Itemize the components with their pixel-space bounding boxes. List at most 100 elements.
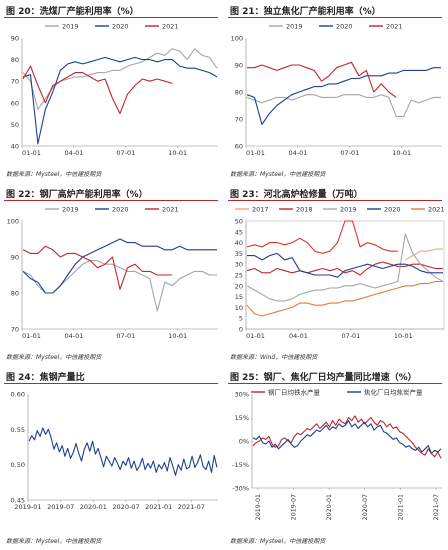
title-underline bbox=[228, 17, 442, 18]
chart-title: 图 21：独立焦化厂产能利用率（%） bbox=[230, 7, 381, 17]
series-line-2021 bbox=[247, 61, 397, 98]
x-tick-label: 2021-07 bbox=[178, 503, 205, 511]
title-underline bbox=[228, 383, 442, 384]
y-tick-label: 0.55 bbox=[11, 426, 25, 434]
y-tick-label: 30 bbox=[235, 261, 243, 269]
x-tick-label: 10-01 bbox=[168, 149, 187, 157]
legend-item: 2018 bbox=[279, 206, 313, 214]
legend-item: 2019 bbox=[323, 206, 357, 214]
legend-item: 2019 bbox=[269, 23, 303, 31]
y-tick-label: 90 bbox=[235, 62, 243, 70]
y-tick-label: 15 bbox=[235, 293, 243, 301]
legend-item: 2020 bbox=[367, 206, 401, 214]
chart-title: 图 22：钢厂高炉产能利用率（%） bbox=[6, 190, 148, 200]
series-line-2020 bbox=[247, 252, 443, 278]
x-tick-label: 2020-07 bbox=[362, 494, 369, 520]
legend-item: 2021 bbox=[145, 23, 179, 31]
y-tick-label: 100 bbox=[7, 218, 19, 226]
chart-panel-4: 图 23：河北高炉检修量（万吨） 数据来源：Wind，中信建投期货 0 5 10 15 20… bbox=[224, 183, 448, 366]
series-line-2021 bbox=[22, 245, 173, 290]
series-line-2017 bbox=[405, 248, 443, 261]
chart-svg: 70 80 90 100 01-01 04-01 07-01 10-01 2019 2020 202… bbox=[7, 206, 218, 340]
title-underline bbox=[228, 200, 442, 201]
x-tick-label: 2020-01 bbox=[326, 494, 333, 520]
x-tick-label: 01-01 bbox=[246, 332, 265, 340]
x-tick-label: 2019-01 bbox=[255, 494, 262, 520]
legend-item: 2021 bbox=[145, 206, 179, 214]
title-underline bbox=[4, 17, 218, 18]
x-tick-label: 2019-07 bbox=[291, 494, 298, 520]
x-tick-label: 07-01 bbox=[340, 149, 359, 157]
chart-svg: 40 50 60 70 80 90 01-01 04-01 07-01 10-01 2019 2020… bbox=[11, 23, 218, 157]
x-tick-label: 2019-01 bbox=[14, 503, 41, 511]
y-tick-label: 90 bbox=[11, 35, 19, 43]
legend-label: 2020 bbox=[336, 23, 353, 31]
legend-item: 焦化厂日均焦炭产量 bbox=[347, 388, 423, 397]
series-line-2018 bbox=[246, 261, 443, 276]
chart-svg: 60 70 80 90 100 01-01 04-01 07-01 10-01 2019 2020 2… bbox=[231, 23, 442, 157]
x-tick-label: 04-01 bbox=[64, 149, 83, 157]
legend-label: 2021 bbox=[162, 23, 179, 31]
y-tick-label: 60 bbox=[235, 143, 243, 151]
series-line-2019 bbox=[22, 48, 218, 110]
series-line-2021 bbox=[246, 280, 443, 317]
legend-label: 2020 bbox=[384, 206, 401, 214]
legend-label: 2017 bbox=[252, 206, 269, 214]
legend-label: 2020 bbox=[112, 23, 129, 31]
chart-source: 数据来源：Mysteel，中信建投期货 bbox=[230, 171, 326, 178]
chart-panel-6: 图 25：钢厂、焦化厂日均产量同比增速（%） 数据来源：Mysteel，中信建投期… bbox=[224, 366, 448, 550]
chart-title: 图 23：河北高炉检修量（万吨） bbox=[230, 190, 363, 200]
legend-label: 焦化厂日均焦炭产量 bbox=[364, 388, 423, 397]
legend-item: 钢厂日均铁水产量 bbox=[251, 388, 321, 397]
chart-title: 图 25：钢厂、焦化厂日均产量同比增速（%） bbox=[230, 373, 417, 383]
y-tick-label: 100 bbox=[231, 35, 243, 43]
x-tick-label: 10-01 bbox=[394, 332, 413, 340]
y-tick-label: -15% bbox=[232, 461, 249, 469]
x-tick-label: 10-01 bbox=[168, 332, 187, 340]
chart-panel-3: 图 22：钢厂高炉产能利用率（%） 数据来源：Mysteel，中信建投期货 70 80… bbox=[0, 183, 224, 366]
y-tick-label: 0% bbox=[239, 438, 249, 446]
series-line-0 bbox=[28, 427, 218, 476]
y-tick-label: 90 bbox=[11, 254, 19, 262]
y-tick-label: 0.60 bbox=[11, 391, 25, 399]
chart-source: 数据来源：Mysteel，中信建投期货 bbox=[6, 354, 102, 361]
chart-source: 数据来源：Mysteel，中信建投期货 bbox=[6, 538, 102, 545]
x-tick-label: 2021-07 bbox=[433, 494, 440, 520]
series-line-2021 bbox=[22, 65, 173, 115]
legend-label: 2020 bbox=[112, 206, 129, 214]
x-tick-label: 07-01 bbox=[116, 332, 135, 340]
legend-label: 2021 bbox=[428, 206, 445, 214]
x-tick-label: 2020-01 bbox=[80, 503, 107, 511]
series-line-2020 bbox=[22, 56, 218, 145]
legend-label: 2019 bbox=[62, 206, 79, 214]
chart-source: 数据来源：Mysteel，中信建投期货 bbox=[230, 538, 326, 545]
legend-label: 2018 bbox=[296, 206, 313, 214]
x-tick-label: 2019-07 bbox=[47, 503, 74, 511]
y-tick-label: 0.50 bbox=[11, 461, 25, 469]
y-tick-label: 15% bbox=[235, 414, 249, 422]
x-tick-label: 04-01 bbox=[64, 332, 83, 340]
x-tick-label: 04-01 bbox=[289, 332, 308, 340]
chart-svg: 0.45 0.50 0.55 0.60 2019-01 2019-07 2020-01 202… bbox=[11, 391, 218, 511]
y-tick-label: 80 bbox=[235, 89, 243, 97]
legend-item: 2020 bbox=[95, 23, 129, 31]
legend-label: 钢厂日均铁水产量 bbox=[268, 388, 321, 397]
series-line-2019 bbox=[246, 233, 444, 302]
y-tick-label: 70 bbox=[11, 78, 19, 86]
y-tick-label: 25 bbox=[235, 272, 243, 280]
y-tick-label: 45 bbox=[235, 228, 243, 236]
y-tick-label: 50 bbox=[11, 121, 19, 129]
y-tick-label: 0.45 bbox=[11, 497, 25, 505]
legend-label: 2021 bbox=[162, 206, 179, 214]
legend-item: 2020 bbox=[95, 206, 129, 214]
x-tick-label: 2021-01 bbox=[397, 494, 404, 520]
series-line-5 bbox=[246, 220, 398, 254]
series-line-2019 bbox=[246, 94, 441, 117]
legend-item: 2020 bbox=[319, 23, 353, 31]
legend-label: 2019 bbox=[286, 23, 303, 31]
legend-label: 2021 bbox=[386, 23, 403, 31]
chart-svg: 0 5 10 15 20 25 30 35 40 45 50 01-01 04-01 07-01 10-01… bbox=[235, 206, 445, 341]
y-tick-label: 10 bbox=[235, 304, 243, 312]
chart-panel-1: 图 20：洗煤厂产能利用率（%） 数据来源：Mysteel，中信建投期货 40 50 6… bbox=[0, 0, 224, 183]
x-tick-label: 07-01 bbox=[116, 149, 135, 157]
